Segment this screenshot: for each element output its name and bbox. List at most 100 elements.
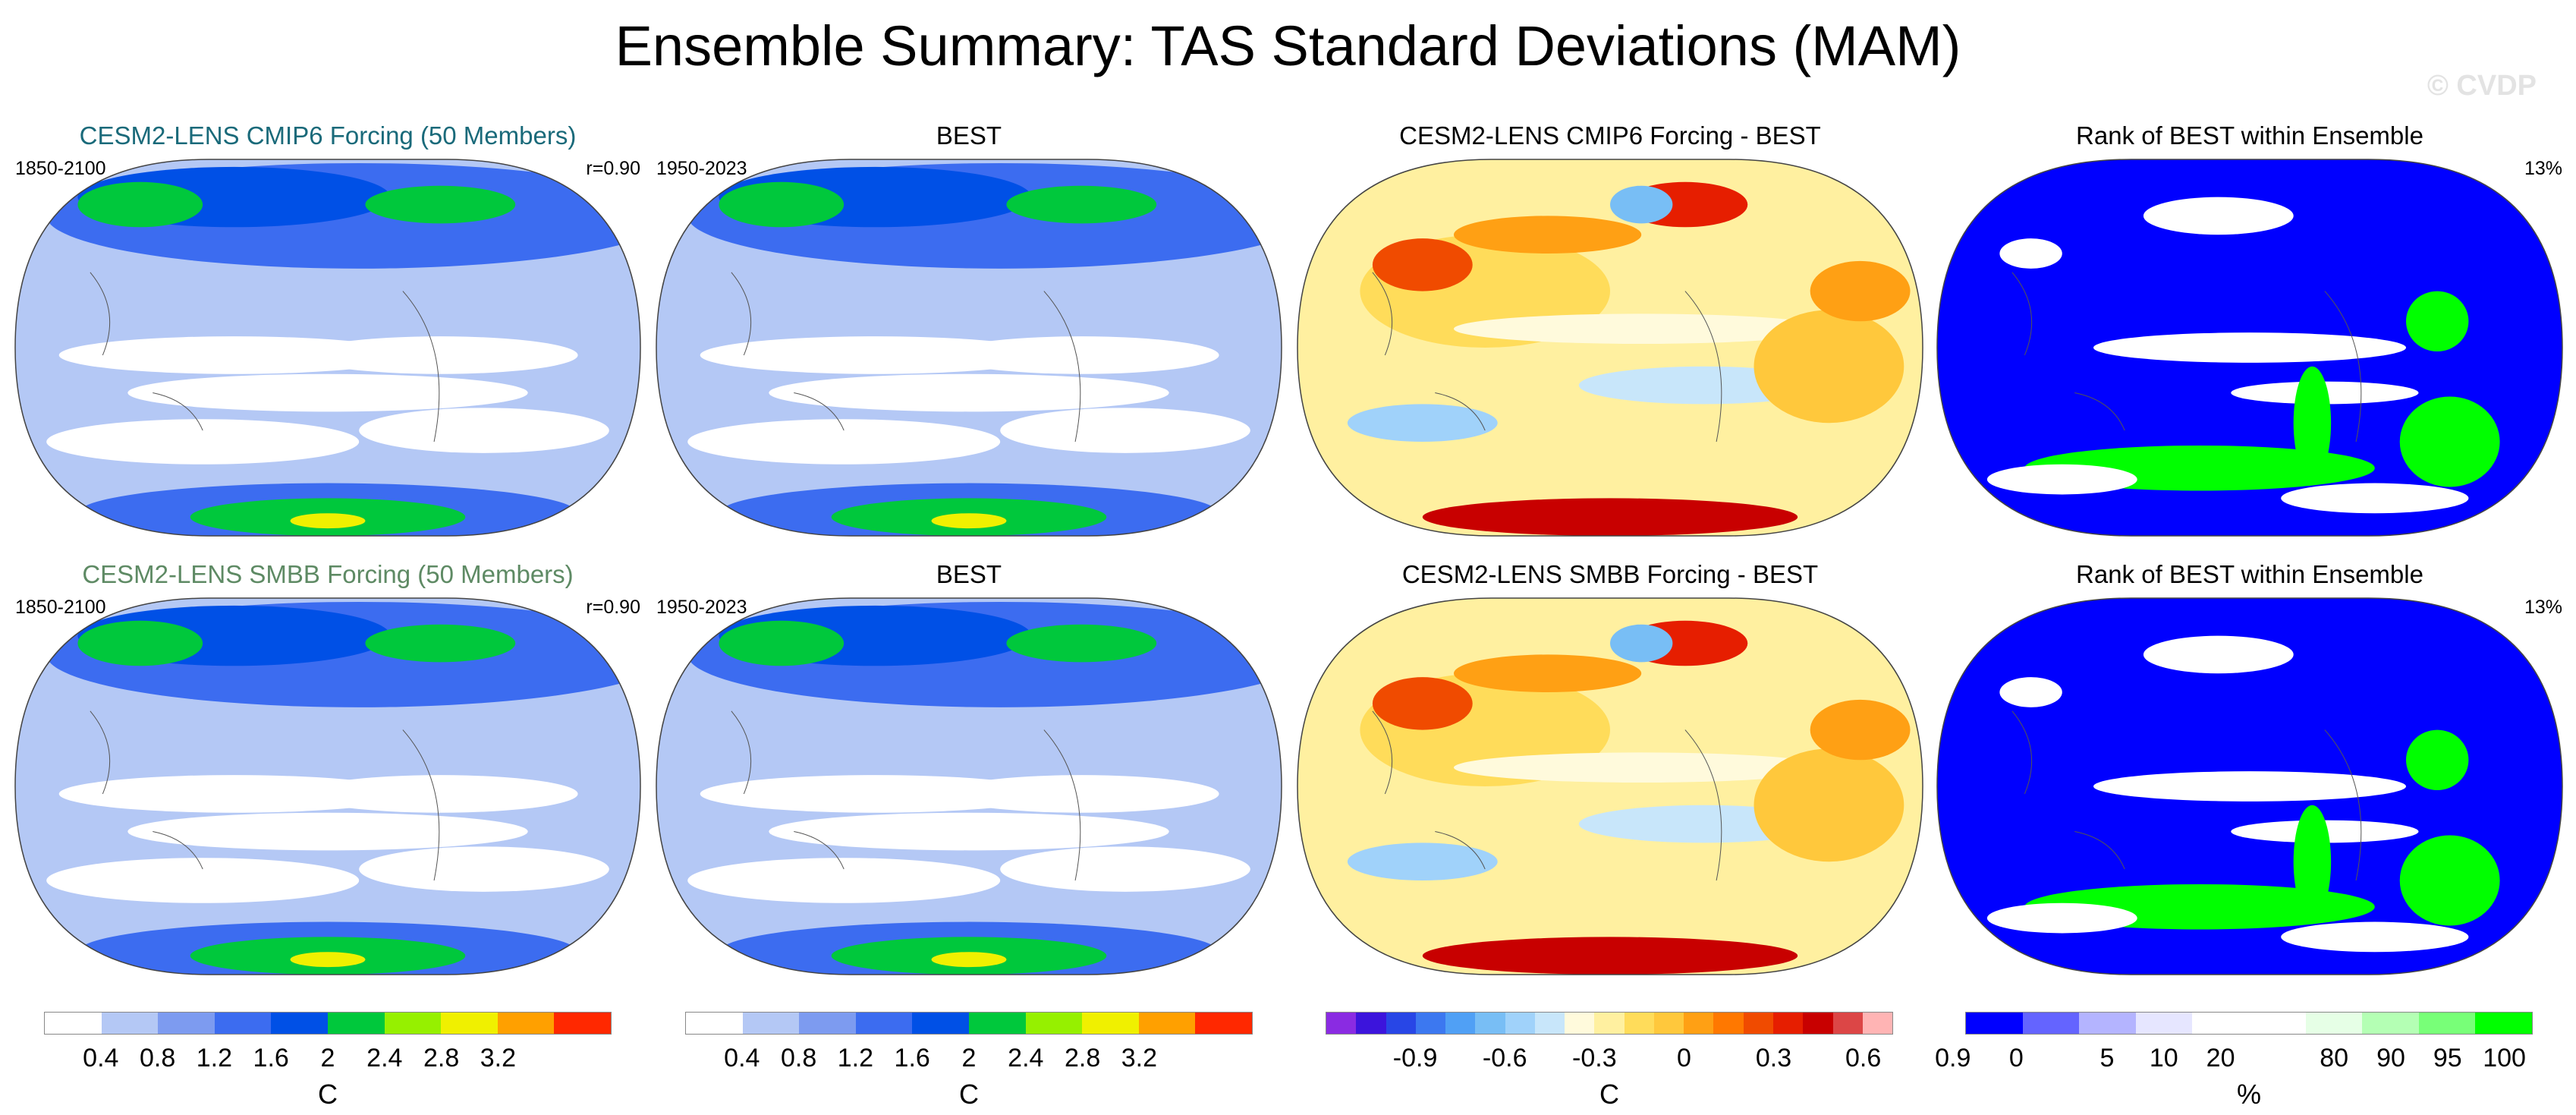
colorbar-2-swatch-10 [1624,1013,1654,1034]
map-field-r0-c2-6 [1810,260,1911,322]
colorbar-1-tick-5: 2.4 [1008,1044,1044,1072]
colorbar-1-tick-0: 0.4 [724,1044,760,1072]
map-field-r0-c1-5 [1000,408,1250,453]
globe-outline-r0-c3 [1936,159,2563,537]
map-field-r0-c1-3 [769,373,1169,412]
panel-title-r0-c1: BEST [936,121,1002,150]
colorbar-3-swatch-8 [2418,1013,2476,1034]
map-field-r0-c0-4 [46,419,360,465]
colorbar-1-swatch-1 [742,1013,800,1034]
colorbar-0-tick-0: 0.4 [83,1044,119,1072]
colorbar-1-swatch-0 [686,1013,743,1034]
map-r1-c0 [14,597,641,975]
panel-stat-r1-c0: r=0.90 [586,597,640,618]
colorbar-2-tick-0: -0.9 [1392,1044,1438,1072]
coastline-r1-c3 [2011,710,2362,881]
colorbar-2-tick-3: 0 [1676,1044,1691,1072]
colorbar-2-tick-1: -0.6 [1482,1044,1527,1072]
colorbar-3-tick-7: 100 [2483,1044,2526,1072]
colorbar-0-tick-7: 3.2 [480,1044,517,1072]
colorbar-2-swatch-1 [1356,1013,1386,1034]
globe-outline-r0-c0 [14,159,641,537]
map-field-r1-c0-2 [303,775,578,813]
coastline-r1-c0 [90,710,440,881]
colorbar-3-tick-2: 10 [2149,1044,2178,1072]
colorbar-0-tick-3: 1.6 [253,1044,289,1072]
map-field-r1-c2-9 [1422,937,1798,975]
colorbar-3-tick-3: 20 [2206,1044,2235,1072]
colorbar-3-swatches [1965,1012,2533,1035]
map-field-r0-c2-2 [1372,238,1473,291]
map-field-r1-c2-2 [1372,677,1473,730]
colorbar-1-tick-3: 1.6 [894,1044,930,1072]
colorbar-3-swatch-3 [2135,1013,2193,1034]
colorbar-0: 0.4 0.8 1.2 1.6 2 2.4 2.8 3.2 C [44,1012,612,1110]
map-field-r1-c1-4 [687,858,1001,903]
map-field-r0-c1-9 [1006,185,1157,224]
colorbar-1-swatch-4 [912,1013,969,1034]
coastline-r0-c2 [1372,272,1722,443]
colorbar-1-swatch-9 [1195,1013,1252,1034]
colorbar-0-swatch-0 [45,1013,102,1034]
panel-title-r1-c2: CESM2-LENS SMBB Forcing - BEST [1401,560,1819,588]
map-field-r1-c2-5 [1754,748,1904,862]
colorbar-0-swatch-8 [497,1013,555,1034]
panel-title-r0-c0: CESM2-LENS CMIP6 Forcing (50 Members) [79,121,577,150]
panel-period-r0-c1: 1950-2023 [656,158,747,179]
colorbar-0-unit: C [318,1079,338,1110]
map-field-r0-c1-2 [944,336,1219,374]
map-field-r0-c0-5 [359,408,609,453]
panel-title-r1-c1: BEST [936,560,1002,588]
colorbar-3-tick-5: 90 [2376,1044,2405,1072]
globe-outline-r1-c2 [1297,597,1923,975]
colorbar-3-swatch-2 [2079,1013,2136,1034]
map-field-r1-c1-8 [719,620,845,666]
colorbar-0-tick-5: 2.4 [366,1044,403,1072]
colorbar-3-swatch-7 [2362,1013,2419,1034]
panel-title-r1-c0: CESM2-LENS SMBB Forcing (50 Members) [82,560,574,588]
map-field-r0-c2-9 [1422,498,1798,536]
colorbar-3-tick-1: 5 [2099,1044,2115,1072]
colorbar-0-swatch-3 [214,1013,272,1034]
colorbar-2-swatch-2 [1386,1013,1416,1034]
globe-outline-r0-c1 [656,159,1282,537]
map-field-r1-c3-10 [2281,921,2469,953]
colorbar-2-swatch-3 [1415,1013,1446,1034]
map-field-r0-c3-2 [2143,197,2294,235]
map-field-r0-c2-10 [1347,404,1498,442]
colorbar-0-tick-4: 2 [320,1044,335,1072]
map-field-r0-c0-3 [127,373,528,412]
map-field-r1-c0-8 [77,620,203,666]
colorbar-2-swatch-18 [1862,1013,1893,1034]
colorbar-2-swatch-11 [1653,1013,1684,1034]
map-r1-c3 [1936,597,2563,975]
cvdp-watermark: © CVDP [2427,70,2537,102]
colorbar-0-tick-6: 2.8 [423,1044,460,1072]
colorbar-0-swatch-4 [271,1013,328,1034]
colorbar-3-tick-4: 80 [2320,1044,2349,1072]
map-field-r0-c0-12 [290,513,366,529]
coastline-r0-c3 [2011,272,2362,443]
colorbar-2-swatch-7 [1534,1013,1565,1034]
map-r0-c0 [14,159,641,537]
coastline-r0-c1 [731,272,1081,443]
map-field-r1-c3-8 [2399,835,2500,926]
map-field-r1-c1-5 [1000,846,1250,892]
colorbar-1-tick-2: 1.2 [837,1044,874,1072]
colorbar-2-swatch-14 [1743,1013,1773,1034]
colorbar-1-swatch-6 [1025,1013,1083,1034]
coastline-r0-c0 [90,272,440,443]
globe-outline-r0-c2 [1297,159,1923,537]
colorbar-1-swatch-2 [799,1013,856,1034]
colorbar-3-swatch-0 [1966,1013,2023,1034]
colorbar-0-swatch-2 [158,1013,215,1034]
colorbar-1-tick-1: 0.8 [780,1044,817,1072]
panel-title-r0-c2: CESM2-LENS CMIP6 Forcing - BEST [1399,121,1821,150]
map-field-r1-c3-5 [2406,729,2469,790]
map-r0-c2 [1297,159,1923,537]
colorbar-0-swatches [44,1012,612,1035]
colorbar-3-swatch-6 [2305,1013,2363,1034]
colorbar-0-swatch-5 [327,1013,385,1034]
colorbar-2-swatch-15 [1772,1013,1804,1034]
panel-period-r0-c0: 1850-2100 [15,158,106,179]
